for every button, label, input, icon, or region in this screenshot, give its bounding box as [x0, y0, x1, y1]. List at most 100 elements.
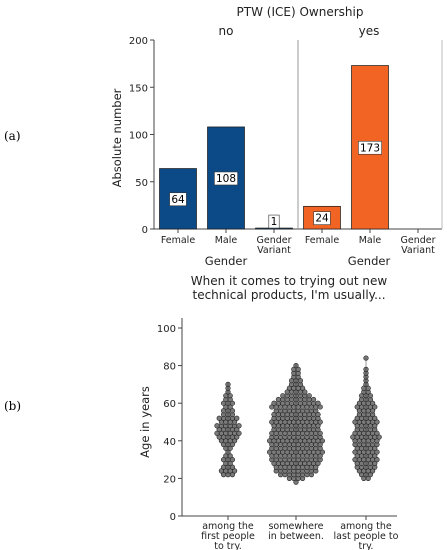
- age-point-group-1: [275, 396, 282, 403]
- data-label-yes-0: 24: [315, 213, 329, 225]
- age-point-group-0: [229, 400, 235, 406]
- category-label-group-0: to try.: [214, 541, 241, 550]
- age-point-group-0: [234, 415, 240, 421]
- age-point-group-1: [315, 400, 321, 406]
- category-label-group-1: somewhere: [268, 521, 323, 532]
- panel-label-b: (b): [4, 399, 21, 413]
- chart-b-y-axis-label: Age in years: [138, 386, 152, 458]
- age-point-group-2: [367, 393, 374, 399]
- data-label-box-yes-1: [358, 140, 382, 155]
- chart-a-x-axis-label-no: Gender: [205, 254, 248, 268]
- age-point-group-2: [376, 434, 382, 440]
- data-label-yes-1: 173: [360, 142, 380, 154]
- age-point-group-2: [372, 423, 378, 429]
- age-point-group-1: [315, 411, 321, 418]
- age-point-group-0: [232, 438, 238, 444]
- age-point-group-1: [317, 419, 323, 425]
- chart-a-y-tick-label: 100: [129, 131, 148, 142]
- age-point-group-2: [372, 460, 378, 466]
- age-point-group-2: [372, 445, 378, 451]
- chart-b-y-tick-label: 100: [157, 324, 176, 335]
- chart-a-y-tick-label: 200: [129, 36, 148, 47]
- category-label-group-2: among the: [340, 521, 392, 532]
- age-point-group-0: [214, 423, 220, 429]
- age-point-group-0: [234, 426, 240, 433]
- age-point-group-1: [319, 449, 326, 455]
- chart-a-marks: 05010015020064Female108Male1GenderVarian…: [129, 36, 443, 256]
- chart-b-title-line-2: technical products, I'm usually...: [192, 288, 385, 302]
- data-label-no-0: 64: [171, 194, 185, 206]
- category-label-no-2: Gender: [256, 235, 291, 246]
- category-label-group-2: try.: [359, 541, 374, 550]
- chart-b-y-tick-label: 0: [170, 512, 176, 523]
- category-label-no-2: Variant: [257, 245, 291, 256]
- facet-label-yes: yes: [359, 24, 380, 38]
- facet-label-no: no: [219, 24, 234, 38]
- age-point-group-1: [313, 464, 319, 470]
- category-label-group-0: first people: [201, 531, 255, 542]
- category-label-yes-0: Female: [305, 235, 340, 246]
- category-label-group-0: among the: [202, 521, 254, 532]
- age-point-group-2: [374, 430, 380, 436]
- chart-b-y-tick-label: 80: [163, 362, 176, 373]
- age-point-group-2: [372, 404, 378, 410]
- age-point-group-1: [280, 393, 286, 399]
- category-label-yes-2: Gender: [400, 235, 435, 246]
- age-point-group-1: [297, 378, 304, 384]
- age-point-group-2: [370, 408, 376, 414]
- data-label-box-no-1: [214, 171, 238, 186]
- chart-b-y-tick-label: 20: [163, 474, 176, 485]
- chart-a-y-axis-label: Absolute number: [110, 88, 124, 187]
- age-point-group-1: [315, 423, 321, 429]
- age-point-group-1: [302, 389, 308, 395]
- chart-a-x-axis-label-yes: Gender: [348, 254, 391, 268]
- age-point-group-1: [319, 438, 326, 444]
- age-point-group-1: [317, 441, 323, 448]
- age-point-group-1: [317, 430, 323, 436]
- age-point-group-2: [370, 400, 376, 406]
- age-point-group-0: [234, 434, 240, 440]
- category-label-yes-2: Variant: [401, 245, 435, 256]
- data-label-box-no-0: [169, 192, 187, 207]
- bar-chart-gender-ownership: PTW (ICE) Ownership no yes Absolute numb…: [110, 5, 443, 268]
- chart-a-y-tick-label: 150: [129, 83, 148, 94]
- chart-a-y-tick-label: 0: [142, 225, 148, 236]
- age-point-group-2: [374, 438, 380, 444]
- data-label-no-2: 1: [271, 216, 278, 228]
- age-point-group-1: [300, 385, 306, 391]
- age-point-group-0: [229, 457, 235, 463]
- chart-a-title: PTW (ICE) Ownership: [237, 5, 364, 19]
- age-point-group-2: [374, 457, 380, 463]
- category-label-group-1: in between.: [268, 531, 324, 542]
- age-point-group-0: [216, 415, 222, 421]
- age-point-group-2: [367, 472, 374, 478]
- chart-b-y-tick-label: 40: [163, 437, 176, 448]
- age-point-group-0: [236, 430, 242, 436]
- age-point-group-1: [317, 404, 323, 410]
- age-point-group-2: [374, 449, 380, 455]
- age-point-group-0: [232, 419, 238, 425]
- category-label-no-1: Male: [215, 235, 238, 246]
- age-point-group-1: [311, 396, 317, 403]
- age-point-group-1: [271, 400, 277, 406]
- age-point-group-0: [229, 408, 235, 414]
- category-label-no-0: Female: [161, 235, 196, 246]
- beeswarm-chart-age: When it comes to trying out new technica…: [138, 274, 399, 550]
- chart-a-y-tick-label: 50: [135, 178, 148, 189]
- data-label-box-no-2: [268, 214, 280, 229]
- age-point-group-1: [315, 460, 321, 466]
- age-point-group-2: [372, 415, 378, 421]
- age-point-group-1: [306, 393, 312, 399]
- age-point-group-1: [317, 453, 323, 459]
- age-point-group-0: [229, 464, 235, 470]
- data-label-box-yes-0: [313, 211, 331, 225]
- category-label-yes-1: Male: [359, 235, 382, 246]
- age-point-group-0: [236, 423, 242, 429]
- data-label-no-1: 108: [216, 173, 236, 185]
- panel-label-a: (a): [4, 129, 21, 143]
- age-point-group-2: [374, 419, 380, 425]
- chart-b-y-tick-label: 60: [163, 399, 176, 410]
- bar-no-0: [159, 168, 197, 230]
